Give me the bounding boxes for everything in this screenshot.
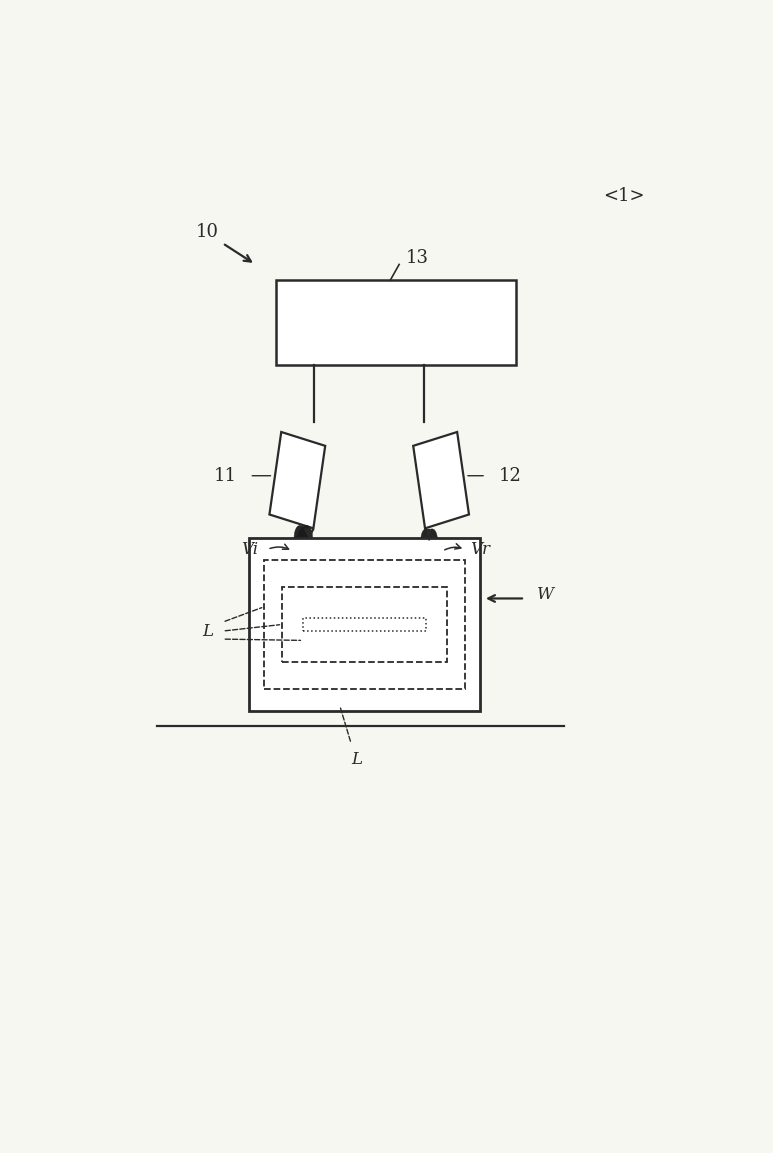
Ellipse shape — [294, 526, 312, 566]
Ellipse shape — [421, 529, 438, 566]
Text: <1>: <1> — [603, 187, 645, 205]
Bar — [303, 618, 426, 631]
Text: 13: 13 — [406, 249, 429, 267]
Bar — [277, 280, 516, 364]
Ellipse shape — [298, 558, 309, 583]
Ellipse shape — [424, 559, 434, 581]
Ellipse shape — [294, 526, 312, 566]
Text: Vr: Vr — [470, 541, 490, 558]
Ellipse shape — [421, 529, 438, 566]
Text: 10: 10 — [196, 223, 219, 241]
Text: Vi: Vi — [241, 541, 258, 558]
Bar — [250, 537, 480, 711]
Text: 12: 12 — [499, 467, 522, 484]
Text: 11: 11 — [214, 467, 237, 484]
Bar — [264, 560, 465, 688]
Text: W: W — [537, 586, 554, 603]
Polygon shape — [414, 432, 469, 528]
Ellipse shape — [424, 559, 434, 581]
Bar — [282, 587, 447, 662]
Text: L: L — [202, 623, 213, 640]
Polygon shape — [270, 432, 325, 528]
Text: L: L — [352, 752, 363, 768]
Ellipse shape — [298, 558, 309, 583]
